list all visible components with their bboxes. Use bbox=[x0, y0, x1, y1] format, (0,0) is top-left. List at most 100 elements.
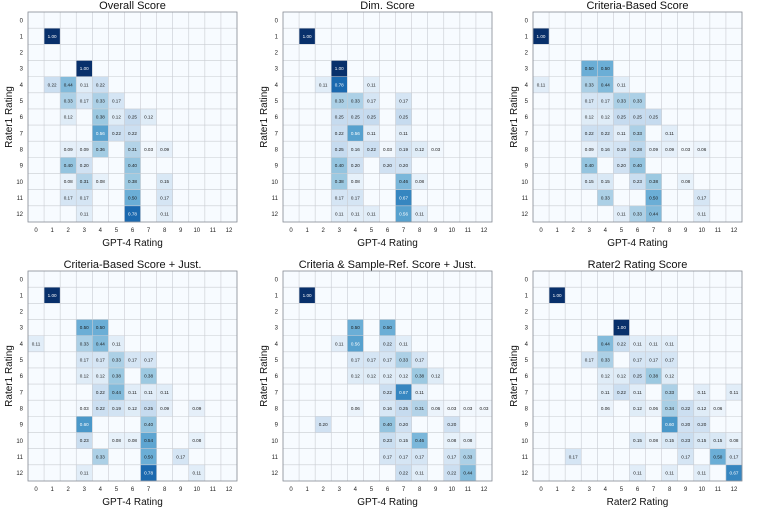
data-label: 0.12 bbox=[585, 115, 594, 120]
data-label: 0.08 bbox=[447, 438, 456, 443]
heatmap-cell bbox=[411, 367, 428, 385]
heatmap-cell bbox=[331, 173, 348, 190]
data-label: 0.44 bbox=[649, 212, 658, 217]
data-label: 0.16 bbox=[351, 147, 360, 152]
heatmap-cell bbox=[108, 335, 125, 352]
heatmap-cell bbox=[108, 125, 125, 142]
heatmap-cell bbox=[124, 432, 141, 449]
data-label: 0.33 bbox=[80, 341, 89, 346]
x-tick-label: 6 bbox=[636, 487, 640, 493]
data-label: 0.16 bbox=[383, 406, 392, 411]
x-tick-label: 10 bbox=[448, 228, 455, 234]
heatmap-cell bbox=[613, 76, 630, 93]
data-label: 0.44 bbox=[601, 82, 610, 87]
data-label: 0.44 bbox=[601, 341, 610, 346]
data-label: 0.25 bbox=[617, 115, 626, 120]
data-label: 0.12 bbox=[128, 406, 137, 411]
x-tick-label: 2 bbox=[322, 487, 326, 493]
y-tick-label: 3 bbox=[525, 326, 529, 332]
y-tick-label: 5 bbox=[525, 358, 529, 364]
data-label: 0.09 bbox=[665, 147, 674, 152]
data-label: 0.22 bbox=[617, 341, 626, 346]
heatmap-cell bbox=[92, 319, 109, 336]
heatmap-cell bbox=[395, 464, 412, 481]
heatmap-cell bbox=[347, 400, 364, 417]
data-label: 0.23 bbox=[633, 179, 642, 184]
data-label: 0.22 bbox=[447, 471, 456, 476]
heatmap-cell bbox=[60, 108, 77, 126]
heatmap-cell bbox=[475, 400, 492, 417]
heatmap-cell bbox=[427, 141, 444, 158]
heatmap-cell bbox=[645, 141, 662, 158]
y-tick-label: 0 bbox=[275, 18, 279, 24]
x-tick-label: 11 bbox=[210, 228, 217, 234]
heatmap-cell bbox=[459, 432, 476, 449]
heatmap-cell bbox=[124, 351, 141, 368]
heatmap-cell bbox=[613, 367, 630, 385]
heatmap-cell bbox=[44, 76, 61, 93]
heatmap-cell bbox=[661, 384, 678, 401]
heatmap-panel-4: 1.00 0.50 0.50 0.11 0.33 0.44 0.11 0.17 0.17 0.33… bbox=[4, 259, 238, 508]
heatmap-cell bbox=[629, 173, 646, 190]
heatmap-cell bbox=[693, 205, 710, 222]
data-label: 0.15 bbox=[160, 179, 169, 184]
heatmap-cell bbox=[613, 335, 630, 352]
y-tick-label: 7 bbox=[275, 131, 279, 137]
data-label: 0.50 bbox=[80, 325, 89, 330]
x-tick-label: 10 bbox=[698, 487, 705, 493]
heatmap-cell bbox=[124, 384, 141, 401]
data-label: 0.22 bbox=[617, 390, 626, 395]
data-label: 1.00 bbox=[80, 66, 89, 71]
x-tick-label: 3 bbox=[588, 228, 592, 234]
heatmap-cell bbox=[427, 400, 444, 417]
data-label: 0.15 bbox=[399, 438, 408, 443]
heatmap-cell bbox=[331, 60, 348, 77]
heatmap-cell bbox=[395, 416, 412, 433]
heatmap-cell bbox=[315, 76, 332, 93]
heatmap-cell bbox=[60, 173, 77, 190]
heatmap-cell bbox=[725, 464, 742, 481]
data-label: 0.11 bbox=[698, 390, 707, 395]
data-label: 0.17 bbox=[399, 98, 408, 103]
data-label: 0.60 bbox=[80, 422, 89, 427]
data-label: 0.11 bbox=[617, 82, 626, 87]
heatmap-cell bbox=[629, 367, 646, 385]
data-label: 0.03 bbox=[431, 147, 440, 152]
data-label: 0.20 bbox=[383, 163, 392, 168]
heatmap-cell bbox=[395, 92, 412, 109]
heatmap-cell bbox=[677, 141, 694, 158]
x-axis-label: GPT-4 Rating bbox=[102, 238, 163, 249]
data-label: 0.25 bbox=[649, 115, 658, 120]
heatmap-cell bbox=[613, 92, 630, 109]
x-axis-label: Rater2 Rating bbox=[607, 497, 669, 507]
data-label: 0.15 bbox=[585, 179, 594, 184]
heatmap-cell bbox=[76, 205, 93, 222]
heatmap-panel-1: 1.00 1.00 0.22 0.44 0.11 0.22 0.33 0.17 0.33 0.17… bbox=[4, 0, 238, 249]
heatmap-cell bbox=[331, 125, 348, 142]
heatmap-cell bbox=[76, 416, 93, 433]
heatmap-cell bbox=[395, 157, 412, 174]
data-label: 0.12 bbox=[351, 374, 360, 379]
x-tick-label: 4 bbox=[354, 228, 358, 234]
x-tick-label: 1 bbox=[555, 228, 559, 234]
heatmap-cell bbox=[124, 108, 141, 126]
x-tick-label: 12 bbox=[226, 228, 233, 234]
heatmap-cell bbox=[347, 189, 364, 206]
x-tick-label: 7 bbox=[402, 487, 406, 493]
data-label: 0.11 bbox=[399, 341, 408, 346]
plot-frame bbox=[282, 270, 493, 482]
y-tick-label: 12 bbox=[521, 212, 528, 218]
heatmap-cell bbox=[92, 141, 109, 158]
data-label: 0.12 bbox=[431, 374, 440, 379]
x-tick-label: 8 bbox=[668, 228, 672, 234]
heatmap-cell bbox=[597, 384, 614, 401]
heatmap-cell bbox=[459, 400, 476, 417]
heatmap-cell bbox=[411, 173, 428, 190]
data-label: 0.08 bbox=[192, 438, 201, 443]
data-label: 0.46 bbox=[415, 438, 424, 443]
heatmap-cell bbox=[597, 108, 614, 126]
x-tick-label: 9 bbox=[179, 228, 183, 234]
data-label: 0.22 bbox=[335, 131, 344, 136]
y-tick-label: 4 bbox=[275, 83, 279, 89]
heatmap-cell bbox=[459, 464, 476, 481]
